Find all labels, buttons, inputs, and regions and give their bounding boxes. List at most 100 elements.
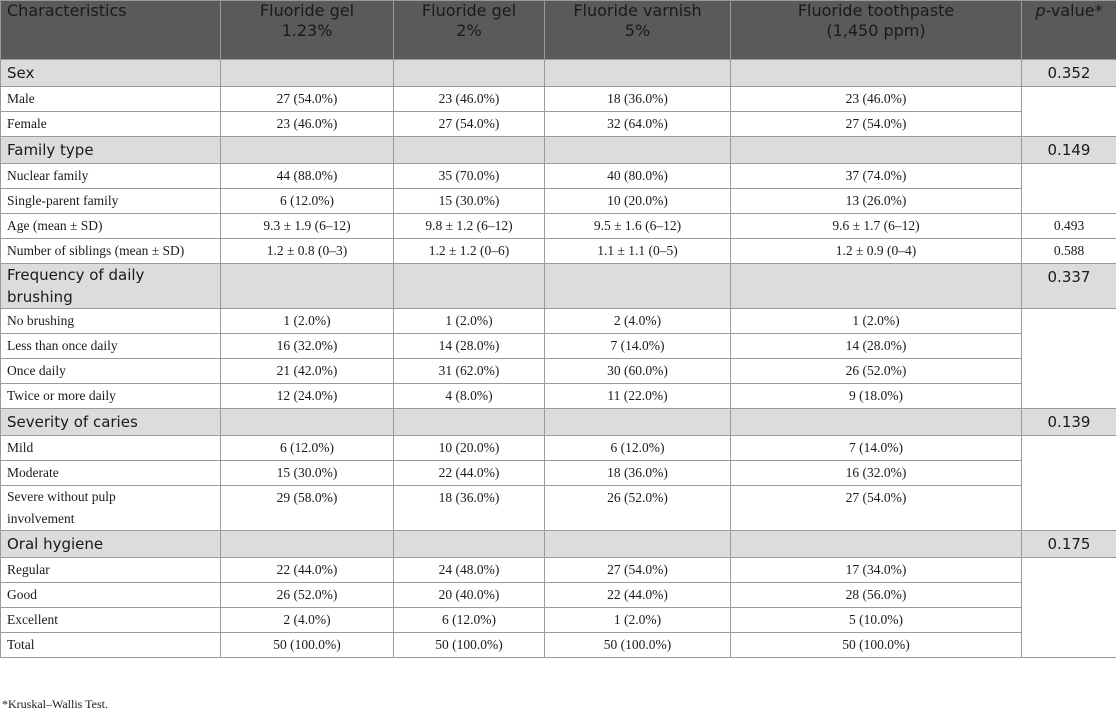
row-label: Female bbox=[0, 111, 221, 137]
cell: 1 (2.0%) bbox=[544, 607, 731, 633]
section-label: Family type bbox=[0, 136, 221, 164]
cell: 16 (32.0%) bbox=[220, 333, 394, 359]
row-label: Male bbox=[0, 86, 221, 112]
empty-pvalue-cell bbox=[1021, 163, 1116, 214]
cell: 16 (32.0%) bbox=[730, 460, 1022, 486]
cell: 31 (62.0%) bbox=[393, 358, 545, 384]
cell: 35 (70.0%) bbox=[393, 163, 545, 189]
empty-cell bbox=[544, 59, 731, 87]
empty-cell bbox=[730, 59, 1022, 87]
empty-cell bbox=[220, 530, 394, 558]
cell: 22 (44.0%) bbox=[220, 557, 394, 583]
cell: 22 (44.0%) bbox=[544, 582, 731, 608]
header-col1-line1: Fluoride gel bbox=[259, 1, 355, 21]
cell: 6 (12.0%) bbox=[220, 435, 394, 461]
section-row-caries: Severity of caries 0.139 bbox=[0, 408, 1116, 436]
header-pvalue-italic: p bbox=[1035, 1, 1046, 21]
row-label: Number of siblings (mean ± SD) bbox=[0, 238, 221, 264]
cell: 1.2 ± 0.9 (0–4) bbox=[730, 238, 1022, 264]
header-fluoride-varnish: Fluoride varnish 5% bbox=[544, 0, 731, 60]
empty-cell bbox=[393, 408, 545, 436]
cell: 37 (74.0%) bbox=[730, 163, 1022, 189]
empty-cell bbox=[393, 530, 545, 558]
empty-cell bbox=[544, 263, 731, 309]
row-label: No brushing bbox=[0, 308, 221, 334]
empty-cell bbox=[730, 136, 1022, 164]
cell: 1 (2.0%) bbox=[393, 308, 545, 334]
row-label: Nuclear family bbox=[0, 163, 221, 189]
cell: 1.2 ± 1.2 (0–6) bbox=[393, 238, 545, 264]
row-label-line1: Severe without pulp bbox=[7, 489, 116, 504]
row-label: Moderate bbox=[0, 460, 221, 486]
cell: 7 (14.0%) bbox=[730, 435, 1022, 461]
row-label: Age (mean ± SD) bbox=[0, 213, 221, 239]
cell: 23 (46.0%) bbox=[730, 86, 1022, 112]
cell: 10 (20.0%) bbox=[393, 435, 545, 461]
row-label: Twice or more daily bbox=[0, 383, 221, 409]
header-fluoride-gel-2: Fluoride gel 2% bbox=[393, 0, 545, 60]
cell: 32 (64.0%) bbox=[544, 111, 731, 137]
table-row: Less than once daily 16 (32.0%) 14 (28.0… bbox=[0, 333, 1116, 359]
cell: 27 (54.0%) bbox=[730, 111, 1022, 137]
cell: 12 (24.0%) bbox=[220, 383, 394, 409]
header-col2-line2: 2% bbox=[456, 21, 482, 40]
cell: 11 (22.0%) bbox=[544, 383, 731, 409]
row-label: Total bbox=[0, 632, 221, 658]
table-row-age: Age (mean ± SD) 9.3 ± 1.9 (6–12) 9.8 ± 1… bbox=[0, 213, 1116, 239]
cell: 4 (8.0%) bbox=[393, 383, 545, 409]
header-col2-line1: Fluoride gel bbox=[421, 1, 517, 21]
empty-pvalue-cell bbox=[1021, 86, 1116, 137]
cell: 30 (60.0%) bbox=[544, 358, 731, 384]
header-col3-line1: Fluoride varnish bbox=[573, 1, 702, 21]
empty-cell bbox=[220, 408, 394, 436]
section-label: Oral hygiene bbox=[0, 530, 221, 558]
header-fluoride-gel-123: Fluoride gel 1.23% bbox=[220, 0, 394, 60]
row-label: Regular bbox=[0, 557, 221, 583]
cell: 21 (42.0%) bbox=[220, 358, 394, 384]
row-label: Good bbox=[0, 582, 221, 608]
section-row-oral-hygiene: Oral hygiene 0.175 bbox=[0, 530, 1116, 558]
table-row: Nuclear family 44 (88.0%) 35 (70.0%) 40 … bbox=[0, 163, 1116, 214]
cell: 9.6 ± 1.7 (6–12) bbox=[730, 213, 1022, 239]
header-col4-line1: Fluoride toothpaste bbox=[797, 1, 955, 21]
cell: 1 (2.0%) bbox=[730, 308, 1022, 334]
row-pvalue: 0.493 bbox=[1021, 213, 1116, 239]
cell: 44 (88.0%) bbox=[220, 163, 394, 189]
header-row: Characteristics Fluoride gel 1.23% Fluori… bbox=[0, 0, 1116, 60]
section-row-sex: Sex 0.352 bbox=[0, 59, 1116, 87]
cell: 1.2 ± 0.8 (0–3) bbox=[220, 238, 394, 264]
header-col4-line2: (1,450 ppm) bbox=[826, 21, 926, 40]
table-row: Severe without pulp involvement 29 (58.0%… bbox=[0, 485, 1116, 531]
cell: 26 (52.0%) bbox=[220, 582, 394, 608]
cell: 40 (80.0%) bbox=[544, 163, 731, 189]
cell: 26 (52.0%) bbox=[730, 358, 1022, 384]
header-pvalue-rest: -value* bbox=[1045, 1, 1103, 21]
table-row: Female 23 (46.0%) 27 (54.0%) 32 (64.0%) … bbox=[0, 111, 1116, 137]
cell: 9.8 ± 1.2 (6–12) bbox=[393, 213, 545, 239]
cell: 27 (54.0%) bbox=[220, 86, 394, 112]
cell: 15 (30.0%) bbox=[393, 188, 545, 214]
cell: 2 (4.0%) bbox=[544, 308, 731, 334]
table-row: Moderate 15 (30.0%) 22 (44.0%) 18 (36.0%… bbox=[0, 460, 1116, 486]
section-label: Severity of caries bbox=[0, 408, 221, 436]
cell: 50 (100.0%) bbox=[393, 632, 545, 658]
cell: 26 (52.0%) bbox=[544, 485, 731, 531]
table-row: Male 27 (54.0%) 23 (46.0%) 18 (36.0%) 23… bbox=[0, 86, 1116, 137]
header-col1-line2: 1.23% bbox=[281, 21, 333, 40]
section-pvalue: 0.337 bbox=[1021, 263, 1116, 309]
empty-cell bbox=[220, 59, 394, 87]
row-label: Severe without pulp involvement bbox=[0, 485, 221, 531]
cell: 1.1 ± 1.1 (0–5) bbox=[544, 238, 731, 264]
cell: 2 (4.0%) bbox=[220, 607, 394, 633]
cell: 50 (100.0%) bbox=[544, 632, 731, 658]
cell: 14 (28.0%) bbox=[730, 333, 1022, 359]
empty-cell bbox=[544, 136, 731, 164]
cell: 18 (36.0%) bbox=[544, 460, 731, 486]
table-row: Excellent 2 (4.0%) 6 (12.0%) 1 (2.0%) 5 … bbox=[0, 607, 1116, 633]
row-pvalue: 0.588 bbox=[1021, 238, 1116, 264]
section-pvalue: 0.139 bbox=[1021, 408, 1116, 436]
table-footnote: *Kruskal–Wallis Test. bbox=[2, 697, 108, 711]
cell: 22 (44.0%) bbox=[393, 460, 545, 486]
cell: 27 (54.0%) bbox=[393, 111, 545, 137]
empty-cell bbox=[220, 136, 394, 164]
